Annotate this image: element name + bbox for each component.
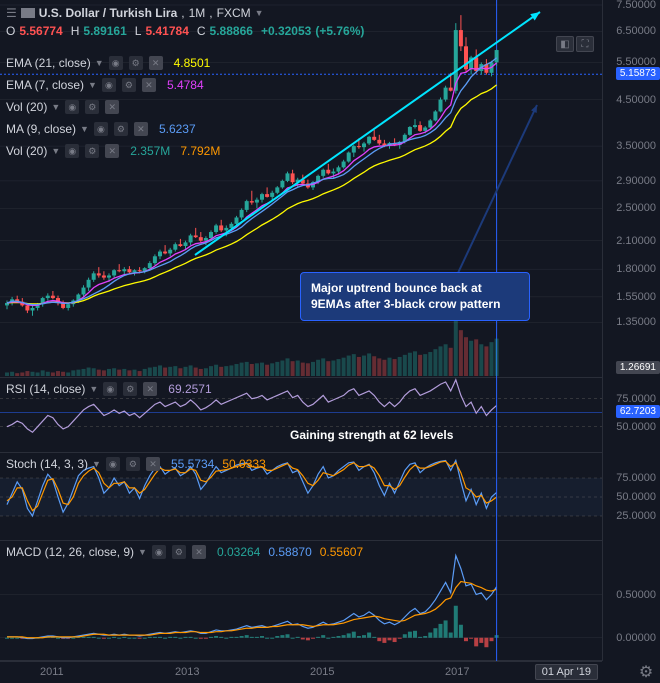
ohlc-change: +0.32053 xyxy=(261,24,311,38)
symbol-header[interactable]: ☰ U.S. Dollar / Turkish Lira, 1M, FXCM ▼ xyxy=(6,6,264,20)
current-date-label: 01 Apr '19 xyxy=(535,664,598,680)
macd-label: MACD (12, 26, close, 9) xyxy=(6,545,134,559)
chevron-down-icon[interactable]: ▼ xyxy=(89,384,98,394)
eye-icon[interactable]: ◉ xyxy=(152,545,166,559)
rsi-label: RSI (14, close) xyxy=(6,382,85,396)
close-icon[interactable]: ✕ xyxy=(192,545,206,559)
indicator-row[interactable]: MA (9, close)▼◉⚙✕5.6237 xyxy=(6,122,196,136)
stoch-header[interactable]: Stoch (14, 3, 3) ▼ ◉ ⚙ ✕ 55.5734 50.0333 xyxy=(6,457,266,471)
indicator-row[interactable]: Vol (20)▼◉⚙✕2.357M7.792M xyxy=(6,144,220,158)
layout-icon[interactable]: ☰ xyxy=(6,6,17,20)
macd-value: 0.58870 xyxy=(268,545,311,559)
interval: 1M xyxy=(189,6,206,20)
stoch-panel[interactable]: Stoch (14, 3, 3) ▼ ◉ ⚙ ✕ 55.5734 50.0333 xyxy=(0,453,602,541)
ohlc-pct: (+5.76%) xyxy=(315,24,364,38)
stoch-y-axis[interactable]: 75.000050.000025.0000 xyxy=(602,453,660,541)
snapshot-button[interactable]: ◧ xyxy=(556,36,574,52)
stoch-label: Stoch (14, 3, 3) xyxy=(6,457,88,471)
close-icon[interactable]: ✕ xyxy=(146,457,160,471)
eye-icon[interactable]: ◉ xyxy=(103,382,117,396)
x-tick: 2011 xyxy=(40,666,64,678)
macd-header[interactable]: MACD (12, 26, close, 9) ▼ ◉ ⚙ ✕ 0.03264 … xyxy=(6,545,363,559)
fullscreen-button[interactable]: ⛶ xyxy=(576,36,594,52)
macd-y-axis[interactable]: 0.500000.00000 xyxy=(602,541,660,661)
x-tick: 2017 xyxy=(445,666,469,678)
gear-icon[interactable]: ⚙ xyxy=(126,457,140,471)
main-y-axis[interactable]: 7.500006.500005.500004.500003.500002.900… xyxy=(602,0,660,378)
indicator-row[interactable]: Vol (20)▼◉⚙✕ xyxy=(6,100,120,114)
chevron-down-icon[interactable]: ▼ xyxy=(138,547,147,557)
rsi-annotation-text: Gaining strength at 62 levels xyxy=(290,428,453,442)
exchange: FXCM xyxy=(217,6,251,20)
stoch-k-value: 55.5734 xyxy=(171,457,214,471)
macd-signal-value: 0.55607 xyxy=(320,545,363,559)
ohlc-close: 5.88866 xyxy=(210,24,253,38)
x-tick: 2015 xyxy=(310,666,334,678)
chart-toolbar: ◧ ⛶ xyxy=(556,36,594,52)
rsi-header[interactable]: RSI (14, close) ▼ ◉ ⚙ ✕ 69.2571 xyxy=(6,382,212,396)
stoch-d-value: 50.0333 xyxy=(222,457,265,471)
main-price-panel[interactable]: ☰ U.S. Dollar / Turkish Lira, 1M, FXCM ▼… xyxy=(0,0,602,378)
macd-hist-value: 0.03264 xyxy=(217,545,260,559)
ohlc-low: 5.41784 xyxy=(145,24,188,38)
ohlc-row: O5.56774 H5.89161 L5.41784 C5.88866 +0.3… xyxy=(6,24,364,38)
axis-settings-icon[interactable]: ⚙ xyxy=(638,664,654,680)
macd-svg xyxy=(0,541,602,661)
chevron-down-icon[interactable]: ▼ xyxy=(92,459,101,469)
rsi-y-axis[interactable]: 75.000050.000062.7203 xyxy=(602,378,660,453)
chevron-down-icon[interactable]: ▼ xyxy=(255,8,264,18)
gear-icon[interactable]: ⚙ xyxy=(123,382,137,396)
indicator-row[interactable]: EMA (7, close)▼◉⚙✕5.4784 xyxy=(6,78,204,92)
rsi-value: 69.2571 xyxy=(168,382,211,396)
indicator-row[interactable]: EMA (21, close)▼◉⚙✕4.8501 xyxy=(6,56,210,70)
gear-icon[interactable]: ⚙ xyxy=(172,545,186,559)
ohlc-open: 5.56774 xyxy=(19,24,62,38)
time-axis[interactable]: 2011 2013 2015 2017 xyxy=(0,661,602,683)
chart-container: ☰ U.S. Dollar / Turkish Lira, 1M, FXCM ▼… xyxy=(0,0,660,683)
macd-panel[interactable]: MACD (12, 26, close, 9) ▼ ◉ ⚙ ✕ 0.03264 … xyxy=(0,541,602,661)
annotation-callout[interactable]: Major uptrend bounce back at9EMAs after … xyxy=(300,272,530,321)
ohlc-high: 5.89161 xyxy=(83,24,126,38)
eye-icon[interactable]: ◉ xyxy=(106,457,120,471)
symbol-name: U.S. Dollar / Turkish Lira xyxy=(39,6,177,20)
flag-icon xyxy=(21,8,35,18)
close-icon[interactable]: ✕ xyxy=(143,382,157,396)
rsi-panel[interactable]: RSI (14, close) ▼ ◉ ⚙ ✕ 69.2571 Gaining … xyxy=(0,378,602,453)
x-tick: 2013 xyxy=(175,666,199,678)
